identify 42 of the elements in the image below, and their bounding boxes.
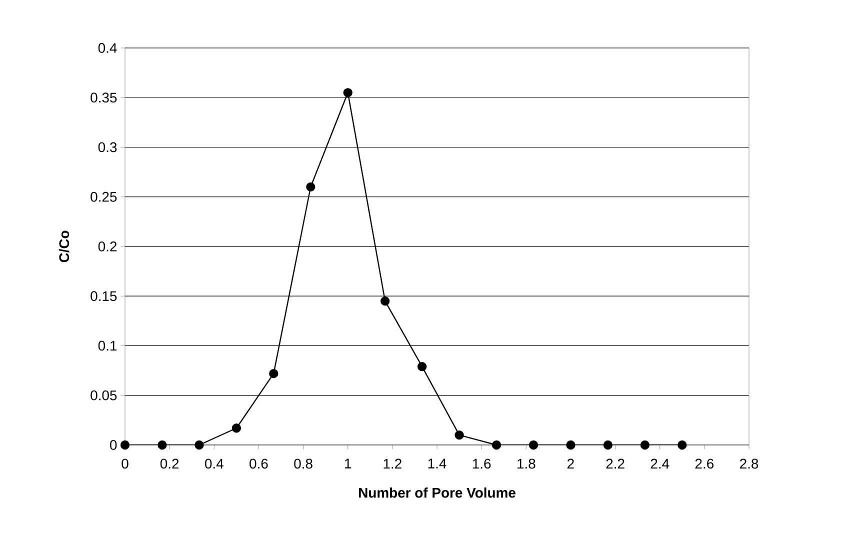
point <box>380 296 390 306</box>
y-tick-label: 0.15 <box>90 291 117 302</box>
point <box>306 182 316 192</box>
point <box>343 88 352 98</box>
y-tick-label: 0.4 <box>98 43 117 53</box>
x-tick-label: 2.8 <box>740 458 758 469</box>
point <box>194 440 204 450</box>
y-tick-label: 0.1 <box>98 340 117 351</box>
point <box>528 440 538 450</box>
y-tick-label: 0.3 <box>98 142 117 152</box>
point <box>603 440 613 450</box>
x-tick-label: 2.2 <box>606 458 624 468</box>
y-tick-label: 0.25 <box>90 192 117 202</box>
x-tick-label: 1.2 <box>384 458 402 468</box>
y-tick-label: 0.2 <box>98 242 117 252</box>
x-tick-label: 1.4 <box>428 458 446 468</box>
point <box>492 440 502 450</box>
x-tick-label: 0.8 <box>294 458 312 469</box>
x-tick-label: 0.4 <box>205 458 224 469</box>
x-tick-label: 1.8 <box>518 458 536 469</box>
point <box>640 440 650 450</box>
point <box>158 440 167 450</box>
y-tick-label: 0 <box>110 440 117 450</box>
point <box>454 430 464 440</box>
y-axis-title: C/Co <box>58 230 70 262</box>
x-tick-label: 2.6 <box>695 458 714 469</box>
y-tick-label: 0.35 <box>90 92 117 103</box>
x-tick-label: 1 <box>345 458 352 468</box>
x-tick-label: 2.4 <box>650 458 670 468</box>
point <box>232 424 242 433</box>
y-tick-label: 0.05 <box>90 390 117 400</box>
point <box>566 440 576 450</box>
point <box>269 368 278 378</box>
x-tick-label: 0.6 <box>250 458 268 469</box>
x-axis-title: Number of Pore Volume <box>359 487 516 498</box>
point <box>120 440 130 450</box>
x-tick-label: 1.6 <box>472 458 491 469</box>
point <box>678 440 687 450</box>
point <box>417 362 427 372</box>
x-tick-label: 0 <box>122 458 128 469</box>
x-tick-label: 2 <box>568 458 574 468</box>
x-tick-label: 0.2 <box>160 458 179 469</box>
